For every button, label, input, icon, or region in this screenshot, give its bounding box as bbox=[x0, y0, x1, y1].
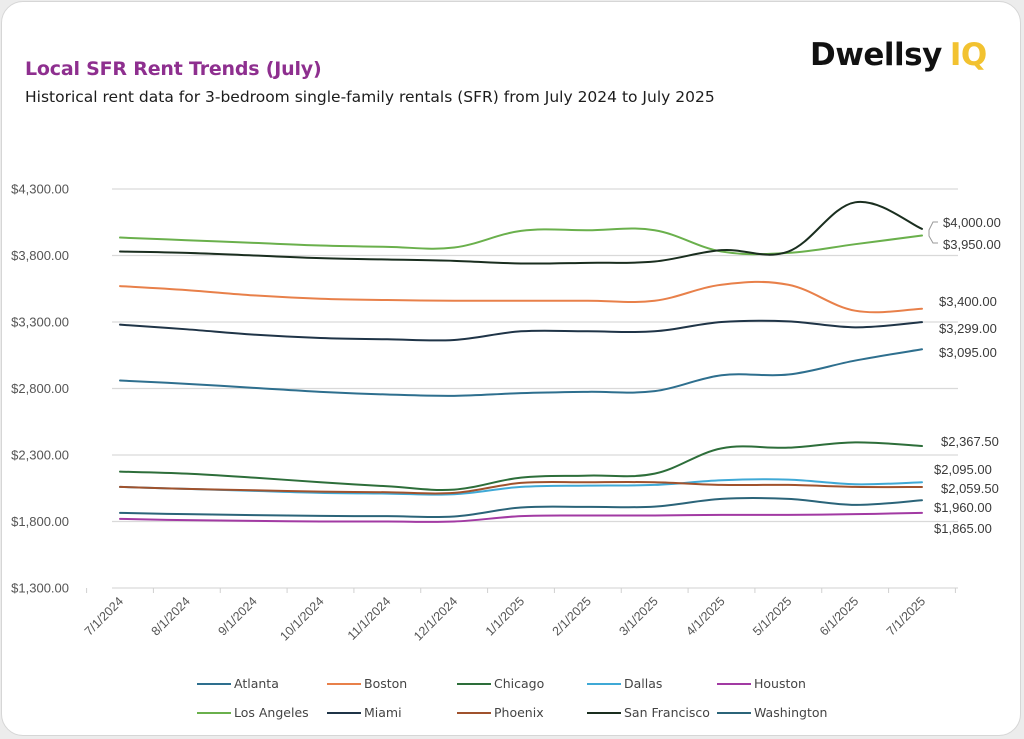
x-tick-label: 8/1/2024 bbox=[149, 594, 193, 638]
x-tick-label: 11/1/2024 bbox=[345, 594, 394, 643]
legend-swatch bbox=[587, 682, 621, 685]
legend-swatch bbox=[327, 682, 361, 685]
end-label-san-francisco: $4,000.00 bbox=[943, 215, 1001, 230]
y-tick-label: $4,300.00 bbox=[11, 182, 69, 197]
series-line-dallas bbox=[119, 478, 923, 496]
legend-item-phoenix[interactable]: Phoenix bbox=[457, 705, 544, 720]
end-label-washington: $1,960.00 bbox=[934, 500, 992, 515]
legend-item-atlanta[interactable]: Atlanta bbox=[197, 676, 279, 691]
logo-iq-text: IQ bbox=[949, 37, 987, 73]
series-line-phoenix bbox=[119, 480, 923, 495]
legend-swatch bbox=[197, 711, 231, 714]
legend-item-san-francisco[interactable]: San Francisco bbox=[587, 705, 710, 720]
legend-item-houston[interactable]: Houston bbox=[717, 676, 806, 691]
legend-label: Dallas bbox=[624, 676, 663, 691]
legend-item-dallas[interactable]: Dallas bbox=[587, 676, 662, 691]
legend-swatch bbox=[717, 682, 751, 685]
dwellsy-iq-logo: Dwellsy IQ bbox=[810, 37, 987, 73]
legend-label: Phoenix bbox=[494, 705, 544, 720]
x-tick-label: 12/1/2024 bbox=[411, 594, 460, 643]
x-tick-label: 1/1/2025 bbox=[483, 594, 527, 638]
series-line-houston bbox=[119, 511, 923, 523]
series-line-atlanta bbox=[119, 348, 923, 397]
legend-swatch bbox=[457, 682, 491, 685]
end-label-houston: $1,865.00 bbox=[934, 521, 992, 536]
y-tick-label: $2,300.00 bbox=[11, 448, 69, 463]
x-tick-label: 10/1/2024 bbox=[277, 594, 326, 643]
gridlines bbox=[112, 188, 958, 589]
x-tick-label: 9/1/2024 bbox=[215, 594, 259, 638]
label-bracket bbox=[928, 221, 938, 244]
x-tick-label: 3/1/2025 bbox=[616, 594, 660, 638]
series-lines bbox=[119, 200, 923, 523]
end-label-atlanta: $3,095.00 bbox=[939, 345, 997, 360]
y-axis: $1,300.00 $1,800.00 $2,300.00 $2,800.00 $3,3… bbox=[11, 182, 69, 596]
y-tick-label: $3,300.00 bbox=[11, 315, 69, 330]
legend-swatch bbox=[587, 711, 621, 714]
legend-label: San Francisco bbox=[624, 705, 710, 720]
y-tick-label: $1,800.00 bbox=[11, 514, 69, 529]
y-tick-label: $3,800.00 bbox=[11, 248, 69, 263]
legend-item-boston[interactable]: Boston bbox=[327, 676, 407, 691]
x-tick-label: 7/1/2024 bbox=[82, 594, 126, 638]
end-label-los-angeles: $3,950.00 bbox=[943, 237, 1001, 252]
legend-swatch bbox=[197, 682, 231, 685]
series-line-miami bbox=[119, 319, 923, 342]
legend-label: Boston bbox=[364, 676, 408, 691]
end-label-dallas: $2,095.00 bbox=[934, 462, 992, 477]
series-line-san-francisco bbox=[119, 200, 923, 265]
legend-item-washington[interactable]: Washington bbox=[717, 705, 827, 720]
legend-label: Miami bbox=[364, 705, 402, 720]
end-label-miami: $3,299.00 bbox=[939, 321, 997, 336]
chart-title: Local SFR Rent Trends (July) bbox=[25, 58, 322, 80]
series-line-washington bbox=[119, 496, 923, 519]
series-line-boston bbox=[119, 280, 923, 314]
x-tick-label: 2/1/2025 bbox=[550, 594, 594, 638]
legend-label: Washington bbox=[754, 705, 828, 720]
legend-item-chicago[interactable]: Chicago bbox=[457, 676, 544, 691]
series-line-los-angeles bbox=[119, 227, 923, 256]
y-tick-label: $1,300.00 bbox=[11, 581, 69, 596]
end-label-boston: $3,400.00 bbox=[939, 294, 997, 309]
end-label-phoenix: $2,059.50 bbox=[941, 481, 999, 496]
x-tick-label: 4/1/2025 bbox=[683, 594, 727, 638]
legend-swatch bbox=[457, 711, 491, 714]
x-tick-label: 6/1/2025 bbox=[817, 594, 861, 638]
legend-item-miami[interactable]: Miami bbox=[327, 705, 402, 720]
end-label-chicago: $2,367.50 bbox=[941, 434, 999, 449]
x-axis: 7/1/2024 8/1/2024 9/1/2024 10/1/2024 11/1/20… bbox=[82, 588, 956, 643]
legend-label: Los Angeles bbox=[234, 705, 309, 720]
legend-swatch bbox=[717, 711, 751, 714]
y-tick-label: $2,800.00 bbox=[11, 381, 69, 396]
series-line-chicago bbox=[119, 441, 923, 491]
x-tick-label: 5/1/2025 bbox=[750, 594, 794, 638]
x-tick-label: 7/1/2025 bbox=[884, 594, 928, 638]
legend-label: Atlanta bbox=[234, 676, 279, 691]
legend-item-los-angeles[interactable]: Los Angeles bbox=[197, 705, 309, 720]
end-labels: $3,095.00 $3,400.00 $2,367.50 $2,095.00 $1,8… bbox=[928, 215, 1001, 536]
chart-subtitle: Historical rent data for 3-bedroom singl… bbox=[25, 88, 715, 106]
legend-label: Chicago bbox=[494, 676, 545, 691]
legend-label: Houston bbox=[754, 676, 806, 691]
logo-brand-text: Dwellsy bbox=[810, 37, 942, 73]
legend-swatch bbox=[327, 711, 361, 714]
